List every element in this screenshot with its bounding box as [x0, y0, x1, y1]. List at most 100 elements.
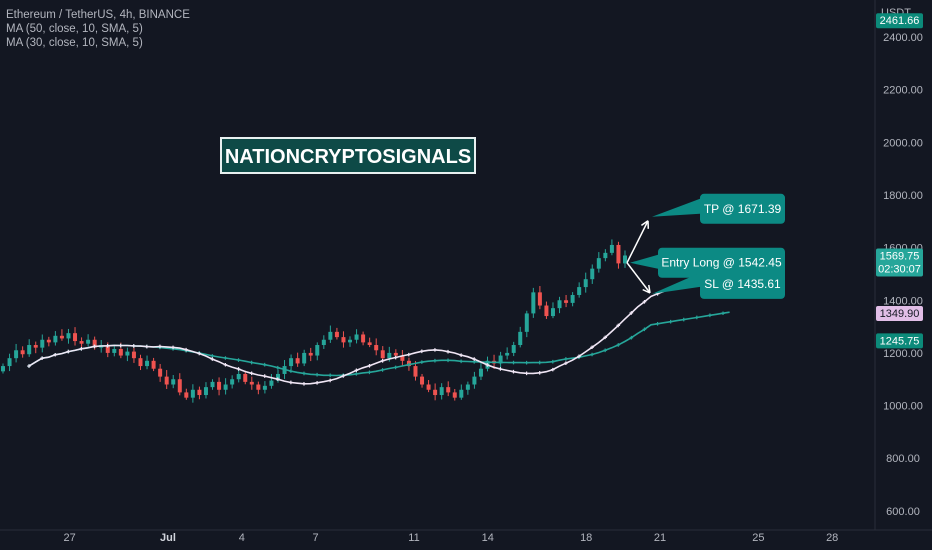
candle-body: [7, 358, 12, 367]
candle-body: [544, 305, 549, 317]
candle-body: [459, 389, 464, 398]
ma50-marker: [92, 344, 97, 349]
ma30-marker: [315, 372, 319, 377]
ma30-marker: [695, 315, 699, 320]
tp-callout-label: TP @ 1671.39: [704, 202, 782, 216]
ma50-marker: [171, 345, 175, 350]
ma30-marker: [406, 362, 411, 367]
ma50-marker: [577, 354, 581, 359]
ma30-marker: [629, 335, 634, 340]
candle-body: [40, 339, 45, 348]
candle-body: [334, 331, 339, 338]
ma50-marker: [302, 382, 306, 386]
candle-body: [367, 342, 372, 346]
candle-body: [217, 381, 222, 390]
candle-body: [79, 341, 84, 344]
ma30-marker: [721, 311, 725, 316]
candle-body: [413, 366, 418, 377]
candle-body: [262, 385, 267, 390]
ma50-marker: [158, 344, 162, 349]
ma30-marker: [420, 360, 424, 364]
ma30-marker: [223, 356, 228, 360]
ma50-marker: [315, 380, 319, 385]
candle-body: [518, 331, 523, 346]
candle-body: [158, 368, 163, 377]
ma30-marker: [616, 343, 621, 347]
legend-ma50[interactable]: MA (50, close, 10, SMA, 5): [6, 23, 143, 35]
y-tick-label: 600.00: [886, 506, 920, 518]
x-tick-label: 25: [752, 532, 764, 544]
sl-callout-label: SL @ 1435.61: [704, 277, 781, 291]
candle-body: [73, 333, 78, 342]
ma50-marker: [406, 352, 411, 357]
countdown-label: 02:30:07: [878, 264, 921, 276]
ma50-marker: [223, 362, 228, 367]
candle-body: [524, 313, 529, 332]
ma30-marker: [446, 358, 450, 363]
tp-callout[interactable]: TP @ 1671.39: [652, 193, 785, 224]
ma50-marker: [616, 323, 621, 328]
y-tick-label: 1800.00: [883, 190, 923, 202]
ma50-marker: [118, 343, 123, 348]
ma50-marker: [53, 352, 57, 357]
ma30-marker: [524, 360, 529, 365]
moving-averages: [27, 264, 730, 386]
chart-legend: Ethereum / TetherUS, 4h, BINANCE MA (50,…: [6, 8, 190, 50]
candle-body: [1, 366, 5, 372]
tp-callout-pointer: [652, 198, 700, 217]
y-tick-label: 1400.00: [883, 295, 923, 307]
ma30-marker: [668, 319, 673, 324]
candle-body: [295, 358, 300, 364]
annotation-arrows: [626, 220, 651, 294]
ma50-marker: [27, 364, 31, 368]
candle-body: [275, 373, 280, 381]
candle-body: [138, 358, 143, 367]
candle-body: [498, 355, 503, 364]
x-axis: 27 Jul 4 7 11 14 18 21 25 28: [63, 532, 838, 544]
price-tag-label: 1245.75: [880, 335, 920, 347]
ma50-marker: [642, 300, 647, 304]
candle-body: [400, 355, 405, 361]
candle-body: [66, 333, 71, 339]
tp-callout-box: [700, 193, 785, 224]
candle-body: [105, 345, 110, 353]
ma50-marker: [40, 356, 44, 360]
candle-body: [14, 350, 19, 359]
candle-body: [452, 392, 457, 398]
legend-ma30[interactable]: MA (30, close, 10, SMA, 5): [6, 37, 143, 49]
legend-title[interactable]: Ethereum / TetherUS, 4h, BINANCE: [6, 9, 190, 21]
ma50: [27, 264, 730, 386]
ma50-marker: [524, 371, 529, 376]
ma50-marker: [590, 345, 594, 350]
ma30-marker: [380, 368, 385, 372]
ma50-marker: [66, 349, 71, 354]
sl-arrow-head: [642, 284, 651, 294]
ma50-line: [28, 264, 730, 385]
sl-arrow-line: [626, 262, 651, 294]
candle-body: [118, 348, 123, 356]
sl-callout[interactable]: SL @ 1435.61: [652, 268, 785, 299]
ma50-marker: [472, 357, 477, 361]
x-tick-label: 4: [239, 532, 245, 544]
candle-body: [446, 387, 451, 393]
y-tick-label: 1200.00: [883, 348, 923, 360]
ma30-marker: [459, 359, 463, 364]
candle-body: [223, 384, 228, 390]
ma30-marker: [708, 313, 712, 318]
ma30-marker: [210, 354, 215, 358]
candle-body: [341, 337, 346, 343]
candle-body: [197, 389, 202, 396]
ma50-marker: [354, 368, 359, 373]
ma30-marker: [433, 358, 437, 363]
candle-body: [505, 352, 510, 356]
candle-body: [289, 358, 294, 367]
candle-body: [426, 384, 431, 390]
candle-body: [354, 334, 359, 340]
ma50-marker: [262, 374, 267, 378]
candle-body: [230, 379, 235, 385]
y-tick-label: 1000.00: [883, 401, 923, 413]
candles: [1, 239, 627, 403]
candle-body: [420, 376, 425, 385]
